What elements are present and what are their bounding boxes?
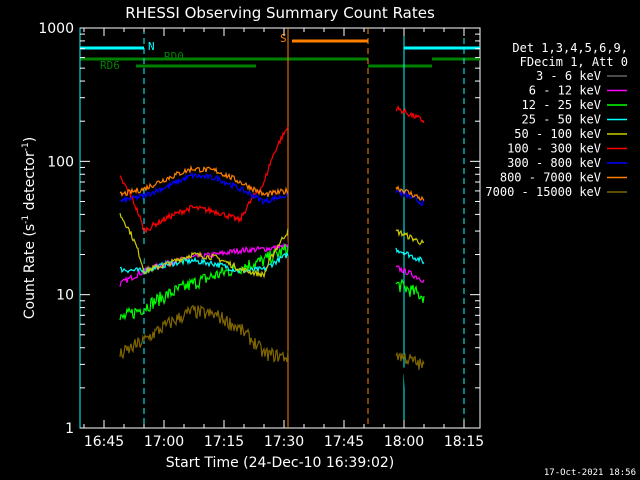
- series-line-2-segment-2: [395, 278, 425, 303]
- plot-frame: [79, 27, 481, 429]
- legend-label-0: 3 - 6 keV: [536, 69, 601, 83]
- legend-label-6: 300 - 800 keV: [507, 156, 601, 170]
- series-5: [119, 104, 425, 233]
- series-line-2-segment-1: [119, 243, 289, 321]
- series-6: [119, 171, 425, 207]
- series-line-4-segment-1: [119, 213, 289, 279]
- y-tick-label-3: 1000: [38, 21, 74, 37]
- y-axis-label: Count Rate (s-1 detector-1): [21, 137, 38, 319]
- axis-layer: 16:45 17:00 17:15 17:30 17:45 18:00 18:15 1 10 10…: [38, 21, 484, 450]
- y-axis-label-main: Count Rate (s: [22, 224, 38, 319]
- series-0: [119, 239, 425, 411]
- series-line-5-segment-2: [395, 104, 425, 124]
- series-line-5-segment-1: [119, 126, 289, 233]
- decim-rd6-label: RD6: [100, 59, 120, 72]
- series-line-0-segment-1: [119, 239, 289, 286]
- series-line-7-segment-1: [119, 164, 289, 198]
- legend-label-5: 100 - 300 keV: [507, 142, 601, 156]
- legend: Det 1,3,4,5,6,9, FDecim 1, Att 0 3 - 6 k…: [485, 41, 628, 199]
- legend-label-8: 7000 - 15000 keV: [485, 185, 601, 199]
- footer-date: 17-Oct-2021 18:56: [544, 468, 636, 478]
- series-line-6-segment-2: [395, 189, 425, 207]
- legend-label-3: 25 - 50 keV: [522, 113, 601, 127]
- series-line-4-segment-2: [395, 229, 425, 246]
- series-4: [119, 213, 425, 279]
- series-line-3-segment-2: [395, 247, 425, 265]
- x-tick-label-1: 17:00: [144, 434, 184, 450]
- chart-title: RHESSI Observing Summary Count Rates: [125, 4, 435, 22]
- legend-label-1: 6 - 12 keV: [529, 84, 601, 98]
- series-line-8-segment-1: [119, 304, 289, 363]
- series-line-3-segment-1: [119, 251, 289, 276]
- legend-label-2: 12 - 25 keV: [522, 98, 601, 112]
- y-axis-label-sup1: -1: [21, 215, 31, 224]
- y-axis-label-mid: detector: [22, 151, 38, 215]
- series-line-8-segment-2: [395, 351, 425, 370]
- legend-header-line-2: FDecim 1, Att 0: [520, 55, 628, 69]
- y-tick-label-0: 1: [65, 421, 74, 437]
- x-tick-label-4: 17:45: [324, 434, 364, 450]
- series-3: [119, 247, 425, 276]
- x-tick-label-0: 16:45: [84, 434, 124, 450]
- series-line-6-segment-1: [119, 171, 289, 206]
- y-axis-label-sup2: -1: [21, 142, 31, 151]
- legend-label-4: 50 - 100 keV: [514, 127, 601, 141]
- series-7: [119, 164, 425, 201]
- saa-flag-label: S: [280, 32, 287, 45]
- legend-label-7: 800 - 7000 keV: [500, 171, 601, 185]
- decim-rd0-label: RD0: [164, 50, 184, 63]
- x-axis-label: Start Time (24-Dec-10 16:39:02): [166, 455, 394, 471]
- series-layer: [119, 104, 425, 411]
- series-line-1-segment-2: [395, 265, 425, 283]
- y-tick-label-2: 100: [47, 154, 74, 170]
- series-line-0-segment-2: [395, 363, 425, 411]
- legend-header-line-1: Det 1,3,4,5,6,9,: [512, 41, 628, 55]
- x-tick-label-2: 17:15: [204, 434, 244, 450]
- night-flag-label: N: [148, 40, 155, 53]
- series-2: [119, 243, 425, 321]
- series-line-7-segment-2: [395, 185, 425, 201]
- x-tick-label-6: 18:15: [444, 434, 484, 450]
- y-axis-label-end: ): [22, 137, 38, 142]
- x-tick-label-3: 17:30: [264, 434, 304, 450]
- flag-layer: N S RD0 RD6: [79, 28, 480, 428]
- y-tick-label-1: 10: [56, 288, 74, 304]
- series-8: [119, 304, 425, 370]
- x-tick-label-5: 18:00: [384, 434, 424, 450]
